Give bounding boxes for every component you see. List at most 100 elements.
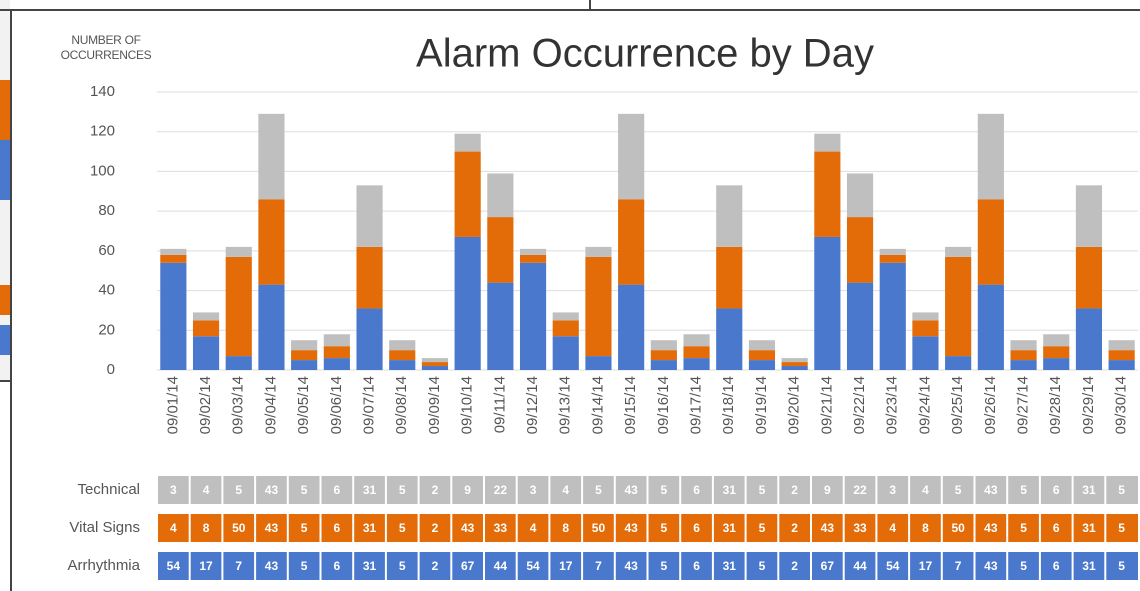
table-value: 9 bbox=[824, 483, 831, 497]
bar-segment bbox=[519, 248, 547, 255]
table-value: 43 bbox=[265, 559, 279, 573]
bar-segment bbox=[585, 256, 612, 357]
y-tick-label: 0 bbox=[107, 361, 115, 378]
bar-segment bbox=[1075, 308, 1103, 370]
bar-segment bbox=[519, 262, 547, 370]
bar-segment bbox=[389, 340, 416, 351]
table-value: 2 bbox=[791, 521, 798, 535]
bar-segment bbox=[421, 366, 449, 370]
bar-segment bbox=[1043, 358, 1070, 370]
bar-segment bbox=[945, 256, 972, 357]
table-value: 5 bbox=[1118, 559, 1125, 573]
bar-segment bbox=[683, 358, 710, 370]
table-value: 5 bbox=[1020, 483, 1027, 497]
table-value: 22 bbox=[853, 483, 867, 497]
x-tick-label: 09/20/14 bbox=[786, 376, 803, 434]
x-tick-label: 09/11/14 bbox=[491, 376, 508, 433]
bar-segment bbox=[225, 256, 252, 357]
table-value: 6 bbox=[693, 483, 700, 497]
bar-segment bbox=[1075, 246, 1103, 309]
x-tick-label: 09/12/14 bbox=[524, 376, 541, 434]
x-tick-label: 09/03/14 bbox=[230, 376, 247, 434]
bar-segment bbox=[683, 334, 710, 347]
table-value: 33 bbox=[494, 521, 508, 535]
table-value: 5 bbox=[759, 559, 766, 573]
y-tick-label: 80 bbox=[98, 202, 115, 219]
bar-segment bbox=[552, 320, 579, 337]
table-value: 2 bbox=[791, 559, 798, 573]
table-value: 2 bbox=[432, 559, 439, 573]
table-value: 5 bbox=[301, 483, 308, 497]
table-value: 6 bbox=[1053, 559, 1060, 573]
y-tick-label: 120 bbox=[90, 123, 115, 140]
bar-segment bbox=[552, 336, 579, 370]
table-value: 43 bbox=[984, 521, 998, 535]
table-value: 6 bbox=[334, 483, 341, 497]
x-tick-label: 09/13/14 bbox=[557, 376, 574, 434]
table-value: 4 bbox=[922, 483, 929, 497]
x-tick-label: 09/04/14 bbox=[262, 376, 279, 434]
table-value: 9 bbox=[464, 483, 471, 497]
table-value: 7 bbox=[955, 559, 962, 573]
bar-segment bbox=[258, 284, 285, 370]
bar-segment bbox=[487, 173, 514, 218]
table-value: 31 bbox=[723, 521, 737, 535]
bar-segment bbox=[977, 284, 1004, 370]
table-value: 50 bbox=[592, 521, 606, 535]
bar-segment bbox=[879, 254, 906, 263]
bar-segment bbox=[389, 360, 416, 370]
x-tick-label: 09/15/14 bbox=[622, 376, 639, 434]
bar-segment bbox=[421, 358, 449, 363]
table-value: 8 bbox=[922, 521, 929, 535]
bar-segment bbox=[912, 320, 939, 337]
table-value: 5 bbox=[661, 483, 668, 497]
x-tick-label: 09/08/14 bbox=[393, 376, 410, 434]
table-value: 5 bbox=[399, 521, 406, 535]
table-value: 43 bbox=[265, 483, 279, 497]
table-value: 5 bbox=[1118, 483, 1125, 497]
bar-segment bbox=[618, 113, 645, 200]
table-value: 6 bbox=[1053, 483, 1060, 497]
bar-segment bbox=[1108, 350, 1135, 361]
table-value: 5 bbox=[595, 483, 602, 497]
table-value: 5 bbox=[399, 483, 406, 497]
table-value: 2 bbox=[432, 483, 439, 497]
table-value: 6 bbox=[693, 559, 700, 573]
bar-segment bbox=[160, 262, 187, 370]
table-value: 3 bbox=[889, 483, 896, 497]
table-value: 4 bbox=[203, 483, 210, 497]
bar-segment bbox=[585, 356, 612, 370]
table-value: 43 bbox=[624, 521, 638, 535]
bar-segment bbox=[487, 217, 514, 283]
bar-segment bbox=[389, 350, 416, 361]
bar-segment bbox=[1108, 340, 1135, 351]
legend-label: Technical bbox=[77, 481, 140, 498]
x-tick-label: 09/27/14 bbox=[1015, 376, 1032, 434]
table-value: 31 bbox=[1082, 521, 1096, 535]
table-value: 31 bbox=[723, 559, 737, 573]
table-value: 4 bbox=[530, 521, 537, 535]
y-tick-label: 100 bbox=[90, 162, 115, 179]
table-value: 31 bbox=[363, 521, 377, 535]
bar-segment bbox=[618, 199, 645, 285]
bar-segment bbox=[454, 133, 481, 152]
table-value: 5 bbox=[1020, 559, 1027, 573]
bar-segment bbox=[650, 340, 677, 351]
bar-segment bbox=[879, 262, 906, 370]
table-value: 5 bbox=[1118, 521, 1125, 535]
bar-segment bbox=[192, 320, 220, 337]
bar-segment bbox=[323, 346, 350, 359]
bar-segment bbox=[879, 248, 906, 255]
table-value: 5 bbox=[661, 559, 668, 573]
bar-segment bbox=[487, 282, 514, 370]
bar-segment bbox=[258, 113, 285, 200]
table-value: 50 bbox=[951, 521, 965, 535]
x-tick-label: 09/06/14 bbox=[328, 376, 345, 434]
table-value: 31 bbox=[363, 483, 377, 497]
table-value: 5 bbox=[399, 559, 406, 573]
bar-segment bbox=[291, 360, 318, 370]
bar-segment bbox=[716, 185, 743, 247]
table-value: 43 bbox=[461, 521, 475, 535]
x-tick-label: 09/28/14 bbox=[1047, 376, 1064, 434]
